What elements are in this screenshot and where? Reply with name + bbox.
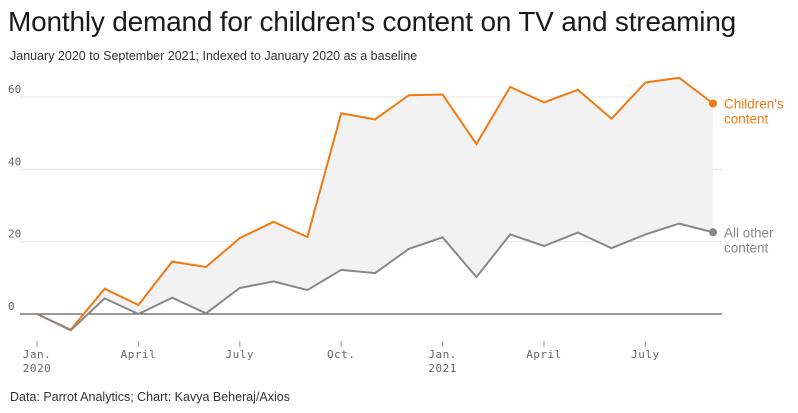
childrens-content-label: Children's xyxy=(724,97,784,112)
y-tick-label: 60 xyxy=(8,83,21,96)
area-between-series xyxy=(37,77,713,331)
all-other-content-line xyxy=(36,222,714,332)
childrens-content-line xyxy=(36,76,714,331)
x-tick-label: Jan. xyxy=(428,348,457,361)
all-other-content-end-point xyxy=(709,228,717,237)
x-tick-label: April xyxy=(121,348,157,361)
childrens-content-label: content xyxy=(724,112,769,127)
x-tick-label: Jan. xyxy=(23,348,52,361)
series-lines xyxy=(36,76,717,332)
x-tick-label: July xyxy=(631,348,660,361)
y-tick-label: 0 xyxy=(8,300,15,313)
all-other-content-label: content xyxy=(724,240,769,255)
chart-subtitle: January 2020 to September 2021; Indexed … xyxy=(10,49,418,63)
y-tick-label: 20 xyxy=(8,228,21,241)
source-note: Data: Parrot Analytics; Chart: Kavya Beh… xyxy=(10,390,290,404)
y-tick-label: 40 xyxy=(8,155,21,168)
x-tick-label: April xyxy=(526,348,562,361)
childrens-content-end-point xyxy=(709,99,717,108)
x-tick-year-label: 2021 xyxy=(428,362,457,375)
x-tick-label: July xyxy=(226,348,255,361)
shaded-gap-area xyxy=(37,77,713,331)
x-tick-year-label: 2020 xyxy=(23,362,52,375)
all-other-content-label: All other xyxy=(724,225,774,240)
chart-title: Monthly demand for children's content on… xyxy=(8,6,737,37)
x-tick-label: Oct. xyxy=(327,348,356,361)
